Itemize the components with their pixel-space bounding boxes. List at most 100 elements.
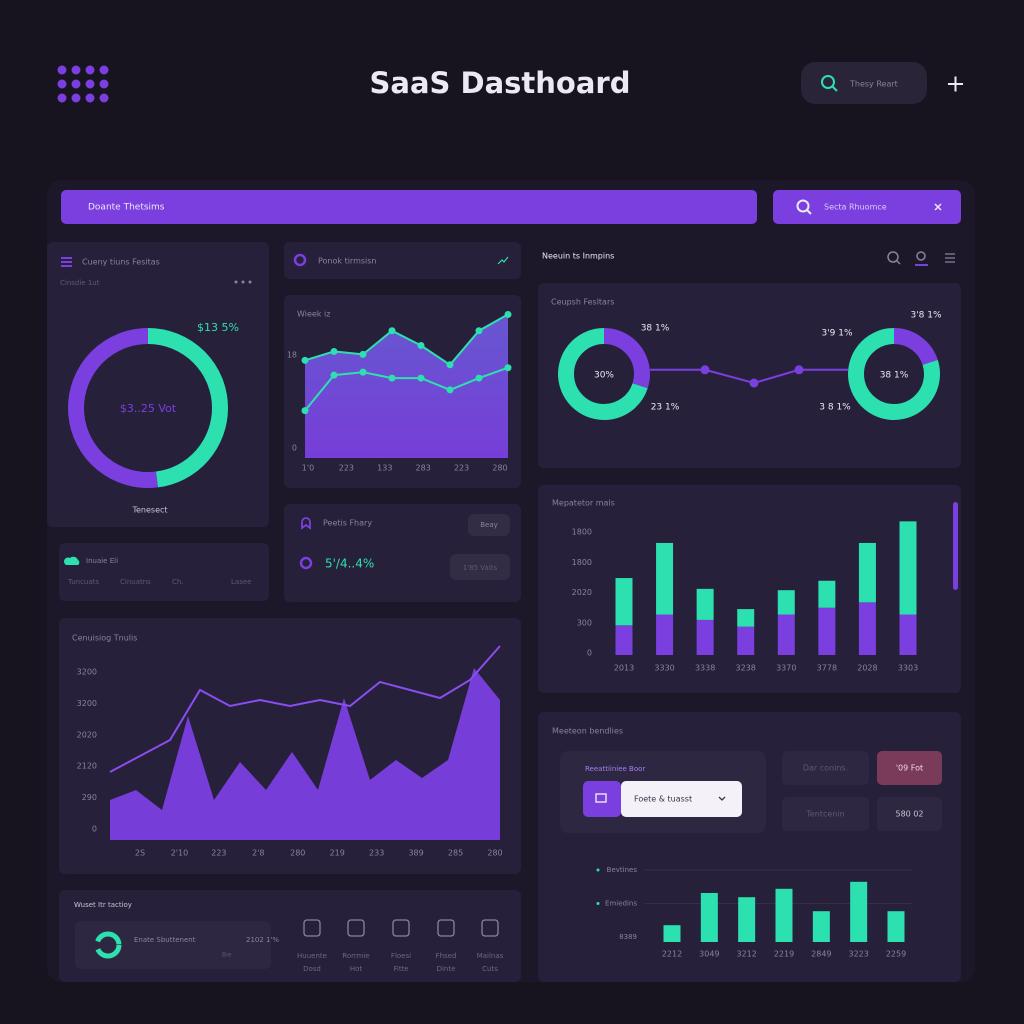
point xyxy=(504,364,512,372)
search-icon xyxy=(831,85,838,92)
user-icon[interactable] xyxy=(916,251,926,261)
label: Cenuisiog Tnulis xyxy=(72,634,137,643)
bar-segment xyxy=(858,602,876,655)
label: Tuncuats xyxy=(67,578,99,586)
label: Lasee xyxy=(231,578,251,586)
x-tick-label: 3049 xyxy=(699,950,719,959)
cloud-icon xyxy=(63,556,80,565)
x-tick-label: 233 xyxy=(369,849,384,858)
scrollbar xyxy=(953,502,958,590)
label: Rorrmie xyxy=(342,952,369,960)
x-tick-label: 2'8 xyxy=(252,849,264,858)
donut-segment xyxy=(68,328,228,488)
close-icon[interactable] xyxy=(934,203,942,211)
logo-dot xyxy=(99,93,109,103)
label: Secta Rhuomce xyxy=(824,203,887,212)
label: Dinte xyxy=(437,965,456,973)
line xyxy=(304,366,509,412)
label: 38 1% xyxy=(641,324,670,334)
label: 30% xyxy=(594,371,614,381)
point xyxy=(359,350,367,358)
label: Beay xyxy=(480,521,498,529)
label: Neeuin ts Inmpins xyxy=(542,252,614,261)
status-icon xyxy=(299,556,313,570)
feature-icon[interactable] xyxy=(481,919,499,937)
x-tick-label: 3330 xyxy=(654,664,674,673)
bar-segment xyxy=(737,609,755,627)
x-tick-label: 3338 xyxy=(695,664,715,673)
panel xyxy=(538,485,961,693)
label: Dar conins. xyxy=(803,764,848,773)
logo-dot xyxy=(57,65,67,75)
y-tick-label: 290 xyxy=(82,793,97,802)
search-icon xyxy=(806,209,812,215)
label: Mepatetor mals xyxy=(552,499,615,508)
label: Inuaie Eli xyxy=(86,557,118,565)
bar-segment xyxy=(818,580,836,608)
trend-icon xyxy=(497,256,509,265)
label: 5'/4..4% xyxy=(325,557,374,571)
panel xyxy=(59,543,269,601)
label: Doante Thetsims xyxy=(88,203,165,213)
bar-segment xyxy=(696,588,714,620)
label: Cuts xyxy=(482,965,498,973)
label: 38 1% xyxy=(880,371,909,381)
bar xyxy=(887,911,905,942)
x-tick-label: 2212 xyxy=(662,950,682,959)
point xyxy=(475,327,483,335)
dropdown[interactable] xyxy=(621,781,742,817)
x-tick-label: 280 xyxy=(487,849,502,858)
label: '09 Fot xyxy=(896,764,923,773)
x-tick-label: 2219 xyxy=(774,950,794,959)
point xyxy=(359,368,367,376)
label: $13 5% xyxy=(197,321,239,334)
search-icon xyxy=(796,199,810,213)
feature-icon[interactable] xyxy=(347,919,365,937)
search-icon[interactable] xyxy=(887,251,899,263)
feature-icon[interactable] xyxy=(392,919,410,937)
panel xyxy=(538,283,961,468)
button[interactable] xyxy=(450,554,510,580)
button[interactable] xyxy=(468,514,510,536)
menu-icon[interactable] xyxy=(945,253,955,263)
search-card[interactable] xyxy=(284,242,521,279)
button[interactable] xyxy=(782,751,869,785)
header-search[interactable] xyxy=(801,62,927,104)
x-tick-label: 2013 xyxy=(614,664,634,673)
point xyxy=(417,374,425,382)
search-icon xyxy=(821,75,835,89)
add-button[interactable] xyxy=(948,76,963,92)
button[interactable] xyxy=(877,797,942,831)
button[interactable] xyxy=(782,797,869,831)
y-tick-label: 0 xyxy=(587,649,592,658)
toolbar[interactable] xyxy=(61,190,757,224)
button[interactable] xyxy=(877,751,942,785)
bar-segment xyxy=(737,626,755,655)
label: Enate Sbuttenent xyxy=(134,936,196,944)
donut-segment xyxy=(558,328,650,420)
bar xyxy=(850,881,868,942)
point xyxy=(504,310,512,318)
feature-icon[interactable] xyxy=(437,919,455,937)
y-tick-label: Emiedins xyxy=(605,900,637,908)
label: Ponok tirmsisn xyxy=(318,257,377,266)
point xyxy=(330,371,338,379)
toolbar-search[interactable] xyxy=(773,190,961,224)
dropdown-icon[interactable] xyxy=(583,781,621,817)
y-tick-label: 3200 xyxy=(77,668,97,677)
label: Foete & tuasst xyxy=(634,795,692,804)
label: Meeteon bendlies xyxy=(552,727,623,736)
x-tick-label: 2849 xyxy=(811,950,831,959)
logo-dot xyxy=(85,65,95,75)
logo-dot xyxy=(57,93,67,103)
y-tick-label: 8389 xyxy=(619,933,637,941)
label: 580 02 xyxy=(896,810,924,819)
bar-segment xyxy=(615,625,633,655)
bar-segment xyxy=(656,614,674,655)
label: Dosd xyxy=(303,965,321,973)
feature-icon[interactable] xyxy=(303,919,321,937)
bar xyxy=(812,911,830,942)
y-tick-label: 18 xyxy=(287,351,297,360)
